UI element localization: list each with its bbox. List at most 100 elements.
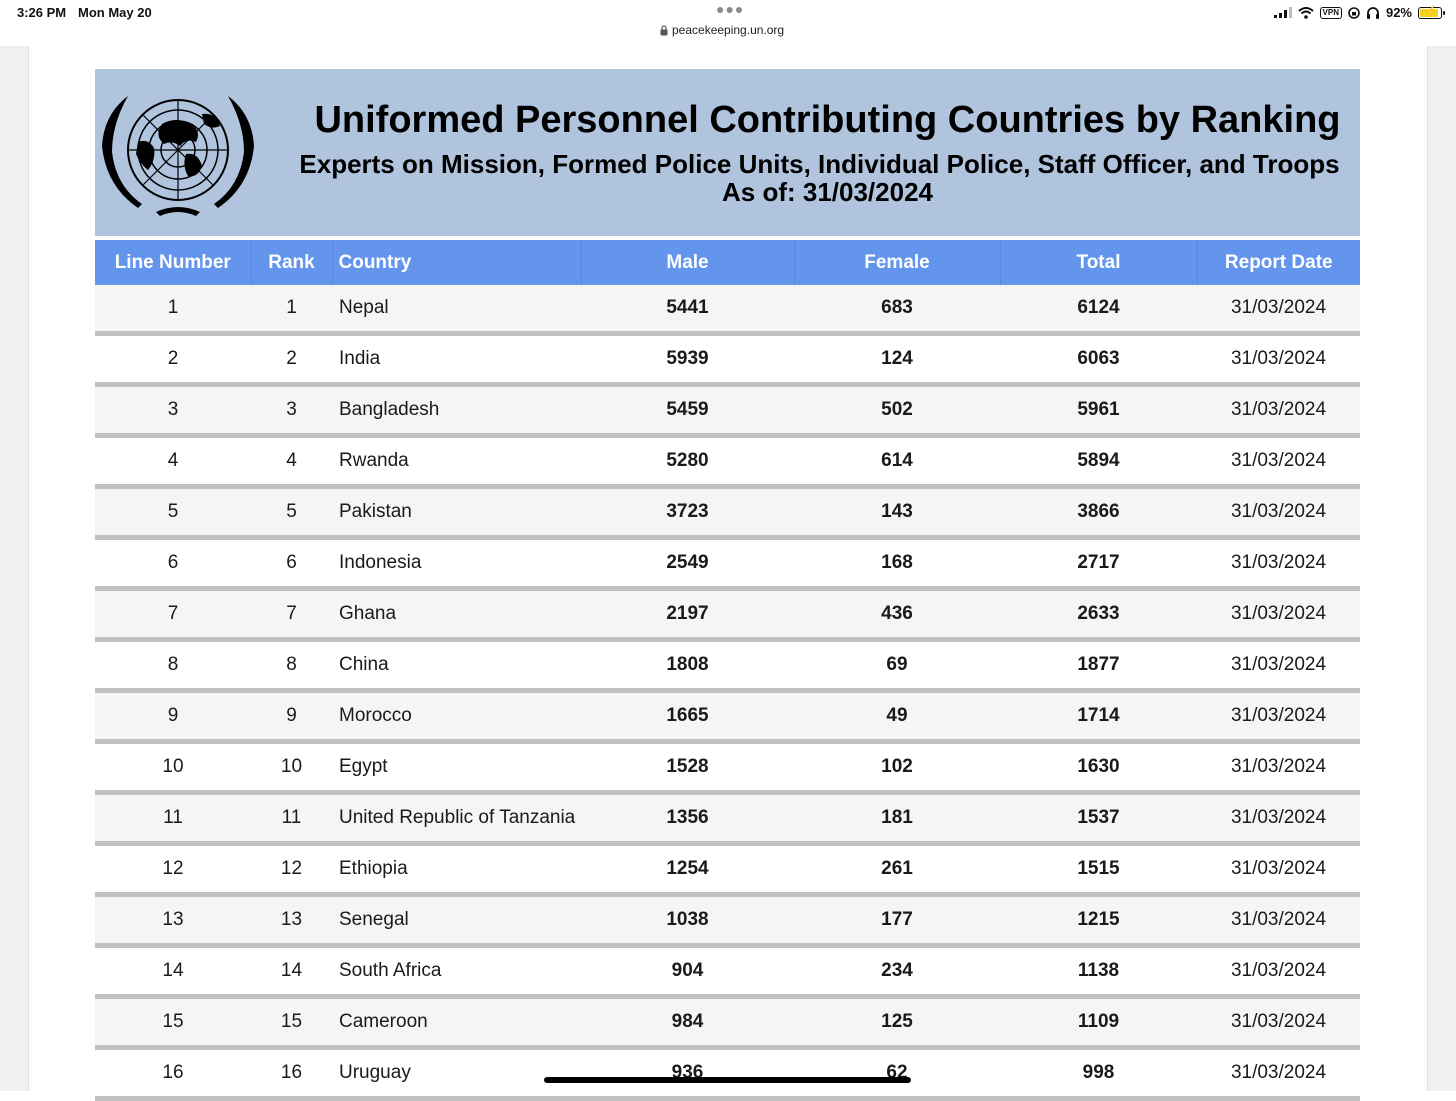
report-date-cell: 31/03/2024 [1197, 690, 1360, 744]
vpn-badge: VPN [1319, 6, 1342, 19]
table-row: 4 4 Rwanda 5280 614 5894 31/03/2024 [95, 435, 1360, 489]
country-cell: Ghana [332, 588, 581, 642]
table-row: 3 3 Bangladesh 5459 502 5961 31/03/2024 [95, 384, 1360, 438]
battery-percent: 92% [1385, 5, 1412, 20]
total-cell: 5961 [1000, 384, 1197, 438]
male-cell: 1665 [581, 690, 794, 744]
line-number-cell: 6 [95, 537, 251, 591]
rank-cell: 8 [251, 639, 332, 693]
report-date-cell: 31/03/2024 [1197, 996, 1360, 1050]
total-cell: 1215 [1000, 894, 1197, 948]
total-cell: 6063 [1000, 333, 1197, 387]
total-cell: 2633 [1000, 588, 1197, 642]
report-date-cell: 31/03/2024 [1197, 588, 1360, 642]
status-date: Mon May 20 [78, 5, 152, 20]
table-row: 11 11 United Republic of Tanzania 1356 181 15… [95, 792, 1360, 846]
country-cell: Cameroon [332, 996, 581, 1050]
column-header-total[interactable]: Total [1000, 240, 1198, 285]
male-cell: 5939 [581, 333, 794, 387]
table-row: 10 10 Egypt 1528 102 1630 31/03/2024 [95, 741, 1360, 795]
female-cell: 168 [794, 537, 1000, 591]
status-time: 3:26 PM [17, 5, 67, 20]
country-cell: Ethiopia [332, 843, 581, 897]
total-cell: 2717 [1000, 537, 1197, 591]
rank-cell: 5 [251, 486, 332, 540]
country-cell: Pakistan [332, 486, 581, 540]
country-cell: Senegal [332, 894, 581, 948]
ranking-table: Line Number Rank Country Male Female Tot… [95, 240, 1360, 1101]
rank-cell: 10 [251, 741, 332, 795]
male-cell: 2549 [581, 537, 794, 591]
home-indicator[interactable] [544, 1077, 911, 1083]
total-cell: 6124 [1000, 285, 1197, 336]
male-cell: 2197 [581, 588, 794, 642]
line-number-cell: 11 [95, 792, 251, 846]
rank-cell: 9 [251, 690, 332, 744]
column-header-report-date[interactable]: Report Date [1197, 240, 1360, 285]
rank-cell: 2 [251, 333, 332, 387]
table-row: 5 5 Pakistan 3723 143 3866 31/03/2024 [95, 486, 1360, 540]
female-cell: 143 [794, 486, 1000, 540]
country-cell: United Republic of Tanzania [332, 792, 581, 846]
rank-cell: 14 [251, 945, 332, 999]
female-cell: 502 [794, 384, 1000, 438]
report-date-cell: 31/03/2024 [1197, 792, 1360, 846]
line-number-cell: 10 [95, 741, 251, 795]
male-cell: 984 [581, 996, 794, 1050]
column-header-male[interactable]: Male [581, 240, 795, 285]
report-banner: Uniformed Personnel Contributing Countri… [95, 69, 1360, 236]
line-number-cell: 3 [95, 384, 251, 438]
female-cell: 125 [794, 996, 1000, 1050]
male-cell: 1038 [581, 894, 794, 948]
female-cell: 261 [794, 843, 1000, 897]
country-cell: Indonesia [332, 537, 581, 591]
cellular-signal-icon [1273, 7, 1292, 18]
country-cell: Egypt [332, 741, 581, 795]
un-emblem-icon [102, 96, 254, 216]
report-date-cell: 31/03/2024 [1197, 945, 1360, 999]
table-row: 7 7 Ghana 2197 436 2633 31/03/2024 [95, 588, 1360, 642]
report-date-cell: 31/03/2024 [1197, 741, 1360, 795]
report-date-cell: 31/03/2024 [1197, 639, 1360, 693]
page-subtitle: Experts on Mission, Formed Police Units,… [299, 149, 1340, 179]
female-cell: 102 [794, 741, 1000, 795]
rank-cell: 3 [251, 384, 332, 438]
multitasking-dots-icon[interactable]: ●●● [716, 1, 745, 17]
male-cell: 5441 [581, 285, 794, 336]
country-cell: Rwanda [332, 435, 581, 489]
table-row: 15 15 Cameroon 984 125 1109 31/03/2024 [95, 996, 1360, 1050]
line-number-cell: 8 [95, 639, 251, 693]
report-date-cell: 31/03/2024 [1197, 537, 1360, 591]
line-number-cell: 2 [95, 333, 251, 387]
report-date-cell: 31/03/2024 [1197, 384, 1360, 438]
male-cell: 5280 [581, 435, 794, 489]
rank-cell: 11 [251, 792, 332, 846]
address-bar[interactable]: peacekeeping.un.org [660, 23, 784, 37]
url-text: peacekeeping.un.org [672, 23, 785, 37]
line-number-cell: 7 [95, 588, 251, 642]
rank-cell: 13 [251, 894, 332, 948]
country-cell: India [332, 333, 581, 387]
rank-cell: 12 [251, 843, 332, 897]
report-date-cell: 31/03/2024 [1197, 843, 1360, 897]
male-cell: 5459 [581, 384, 794, 438]
country-cell: Nepal [332, 285, 581, 336]
country-cell: Bangladesh [332, 384, 581, 438]
column-header-rank[interactable]: Rank [251, 240, 333, 285]
column-header-line-number[interactable]: Line Number [95, 240, 252, 285]
table-row: 6 6 Indonesia 2549 168 2717 31/03/2024 [95, 537, 1360, 591]
total-cell: 1537 [1000, 792, 1197, 846]
column-header-female[interactable]: Female [794, 240, 1001, 285]
report-date-cell: 31/03/2024 [1197, 333, 1360, 387]
total-cell: 1877 [1000, 639, 1197, 693]
line-number-cell: 1 [95, 285, 251, 336]
male-cell: 1254 [581, 843, 794, 897]
total-cell: 1630 [1000, 741, 1197, 795]
column-header-country[interactable]: Country [332, 240, 582, 285]
lock-icon [660, 24, 668, 35]
report-date-cell: 31/03/2024 [1197, 285, 1360, 336]
line-number-cell: 9 [95, 690, 251, 744]
total-cell: 1109 [1000, 996, 1197, 1050]
rank-cell: 6 [251, 537, 332, 591]
table-row: 12 12 Ethiopia 1254 261 1515 31/03/2024 [95, 843, 1360, 897]
